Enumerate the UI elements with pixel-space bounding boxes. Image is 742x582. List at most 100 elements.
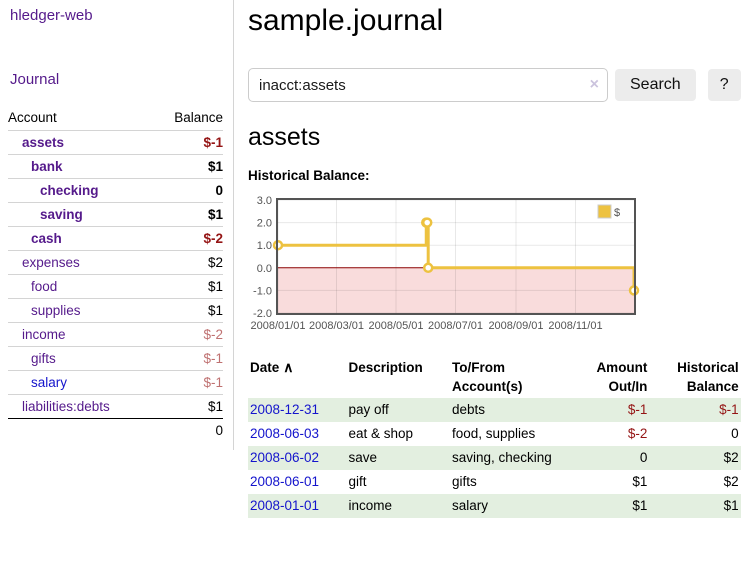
register-header-row: Date ∧ Description To/From Account(s) Amo… xyxy=(248,356,741,398)
account-row: assets $-1 xyxy=(8,130,223,154)
account-link[interactable]: cash xyxy=(31,230,62,246)
svg-text:2008/05/01: 2008/05/01 xyxy=(368,320,423,332)
account-link[interactable]: bank xyxy=(31,158,63,174)
accounts-header-account: Account xyxy=(8,110,57,126)
transaction-account: food, supplies xyxy=(451,426,536,441)
account-link[interactable]: assets xyxy=(22,134,65,150)
transaction-description: gift xyxy=(348,474,367,489)
account-row: cash $-2 xyxy=(8,226,223,250)
register-header-balance: Historical Balance xyxy=(677,360,739,394)
account-balance: $-1 xyxy=(203,350,223,366)
svg-text:2.0: 2.0 xyxy=(257,218,272,230)
register-row: 2008-06-03 eat & shop food, supplies $-2… xyxy=(248,422,741,446)
main-content: sample.journal × Search ? assets Histori… xyxy=(234,0,742,518)
historical-balance-chart: 2008/01/01 2008/03/01 2008/05/01 2008/07/01… xyxy=(250,195,640,332)
account-balance: 0 xyxy=(215,182,223,198)
search-form: × Search ? xyxy=(248,68,741,102)
register-row: 2008-12-31 pay off debts $-1 $-1 xyxy=(248,398,741,422)
transaction-balance: 0 xyxy=(731,426,739,441)
transaction-account: salary xyxy=(451,498,488,513)
account-balance: $1 xyxy=(207,206,223,222)
account-link[interactable]: income xyxy=(22,326,66,342)
account-row: bank $1 xyxy=(8,154,223,178)
chart-label: Historical Balance: xyxy=(248,168,370,183)
page-title: sample.journal xyxy=(248,4,444,37)
svg-text:2008/01/01: 2008/01/01 xyxy=(250,320,305,332)
transaction-account: gifts xyxy=(451,474,477,489)
account-link[interactable]: liabilities:debts xyxy=(22,398,110,414)
account-link[interactable]: supplies xyxy=(31,302,81,318)
account-balance: $2 xyxy=(207,254,223,270)
svg-text:2008/11/01: 2008/11/01 xyxy=(548,320,602,332)
transaction-balance: $1 xyxy=(723,498,739,513)
transaction-description: income xyxy=(348,498,393,513)
transaction-date-link[interactable]: 2008-06-01 xyxy=(250,474,320,489)
account-row: saving $1 xyxy=(8,202,223,226)
account-link[interactable]: saving xyxy=(40,206,83,222)
svg-text:2008/03/01: 2008/03/01 xyxy=(309,320,364,332)
sort-asc-icon: ∧ xyxy=(283,359,294,375)
sidebar-item-journal[interactable]: Journal xyxy=(10,71,60,88)
app-title-link[interactable]: hledger-web xyxy=(10,7,93,24)
account-balance: $1 xyxy=(207,278,223,294)
svg-text:0.0: 0.0 xyxy=(257,263,272,275)
account-balance: $-2 xyxy=(203,326,223,342)
sidebar: hledger-web Journal Account Balance asse… xyxy=(0,0,234,450)
accounts-table-body: assets $-1 bank $1 checking 0 saving $1 … xyxy=(8,130,223,418)
account-balance: $-2 xyxy=(203,230,223,246)
svg-text:2008/07/01: 2008/07/01 xyxy=(428,320,483,332)
account-row: supplies $1 xyxy=(8,298,223,322)
transaction-amount: $-2 xyxy=(627,426,648,441)
transaction-amount: 0 xyxy=(639,450,648,465)
register-header-date[interactable]: Date ∧ xyxy=(250,359,294,375)
account-link[interactable]: salary xyxy=(31,374,68,390)
accounts-total-balance: 0 xyxy=(215,422,223,438)
transaction-description: eat & shop xyxy=(348,426,414,441)
transaction-balance: $2 xyxy=(723,450,739,465)
transaction-date-link[interactable]: 2008-06-03 xyxy=(250,426,320,441)
transaction-date-link[interactable]: 2008-06-02 xyxy=(250,450,320,465)
register-table: Date ∧ Description To/From Account(s) Amo… xyxy=(248,356,741,518)
account-link[interactable]: food xyxy=(31,278,58,294)
account-balance: $1 xyxy=(207,302,223,318)
account-link[interactable]: gifts xyxy=(31,350,56,366)
transaction-amount: $-1 xyxy=(627,402,648,417)
transaction-account: saving, checking xyxy=(451,450,552,465)
transaction-amount: $1 xyxy=(632,498,648,513)
clear-search-icon[interactable]: × xyxy=(589,76,599,93)
search-help-button[interactable]: ? xyxy=(707,69,741,101)
search-input[interactable] xyxy=(248,68,608,102)
svg-text:3.0: 3.0 xyxy=(257,195,272,207)
transaction-amount: $1 xyxy=(632,474,648,489)
transaction-account: debts xyxy=(451,402,485,417)
register-header-amount: Amount Out/In xyxy=(596,360,648,394)
account-row: gifts $-1 xyxy=(8,346,223,370)
account-row: salary $-1 xyxy=(8,370,223,394)
account-balance: $1 xyxy=(207,158,223,174)
register-row: 2008-06-02 save saving, checking 0 $2 xyxy=(248,446,741,470)
account-row: checking 0 xyxy=(8,178,223,202)
account-heading: assets xyxy=(248,123,321,151)
account-balance: $-1 xyxy=(203,134,223,150)
transaction-balance: $2 xyxy=(723,474,739,489)
account-balance: $1 xyxy=(207,398,223,414)
search-button[interactable]: Search xyxy=(615,69,696,101)
register-header-account: To/From Account(s) xyxy=(451,360,523,394)
transaction-date-link[interactable]: 2008-01-01 xyxy=(250,498,320,513)
register-table-body: 2008-12-31 pay off debts $-1 $-1 2008-06… xyxy=(248,398,741,518)
account-link[interactable]: expenses xyxy=(22,254,80,270)
account-balance: $-1 xyxy=(203,374,223,390)
svg-text:1.0: 1.0 xyxy=(257,240,272,252)
account-row: expenses $2 xyxy=(8,250,223,274)
account-link[interactable]: checking xyxy=(40,182,99,198)
register-row: 2008-01-01 income salary $1 $1 xyxy=(248,494,741,518)
transaction-balance: $-1 xyxy=(719,402,739,417)
register-row: 2008-06-01 gift gifts $1 $2 xyxy=(248,470,741,494)
svg-text:-1.0: -1.0 xyxy=(253,285,272,297)
account-row: food $1 xyxy=(8,274,223,298)
transaction-date-link[interactable]: 2008-12-31 xyxy=(250,402,320,417)
transaction-description: save xyxy=(348,450,378,465)
accounts-header-row: Account Balance xyxy=(8,106,223,130)
accounts-total-row: 0 xyxy=(8,418,223,442)
svg-text:$: $ xyxy=(614,207,620,219)
